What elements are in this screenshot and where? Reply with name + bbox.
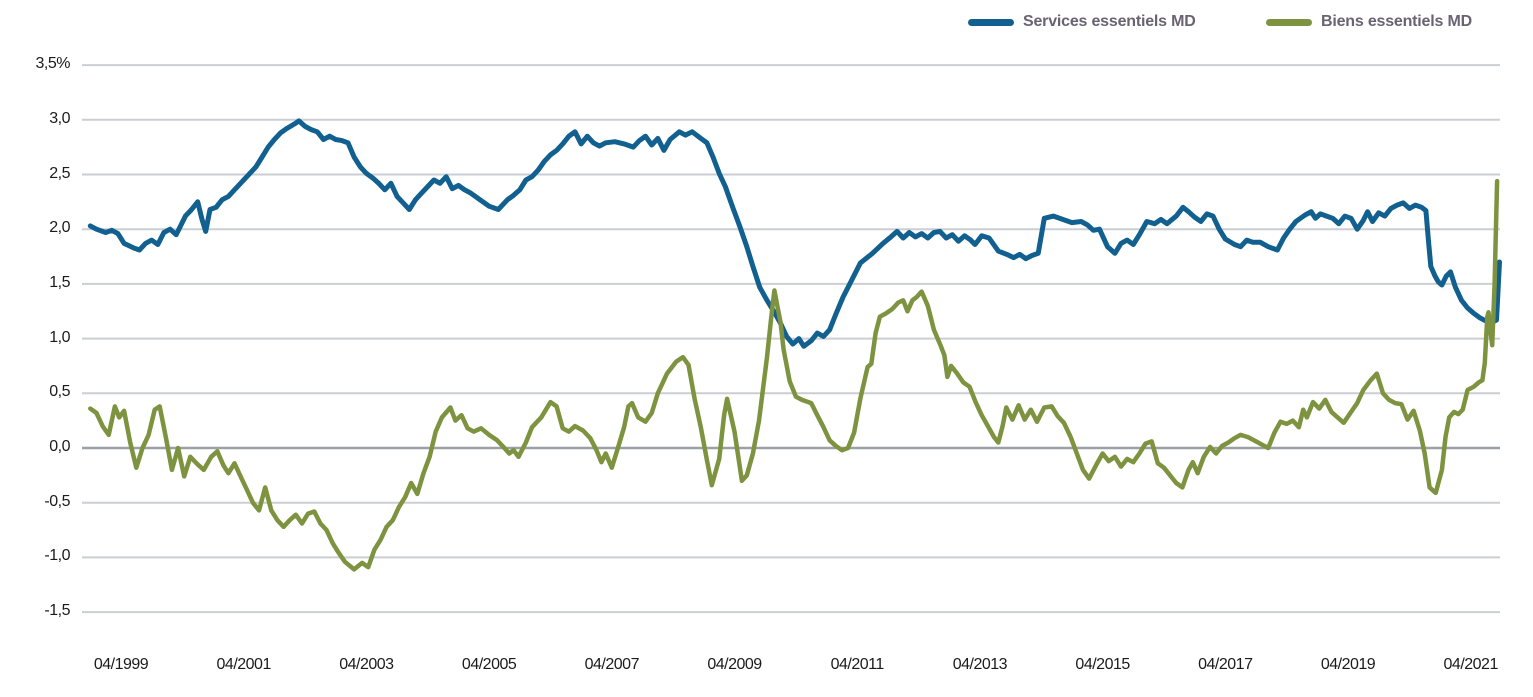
y-tick-label: 0,0	[49, 438, 70, 455]
y-tick-label: -1,5	[44, 602, 70, 620]
biens-line-swatch	[1266, 18, 1312, 26]
y-tick-label: 0,5	[49, 383, 70, 401]
x-tick-label: 04/2011	[830, 656, 885, 673]
series-line-services	[87, 118, 1502, 349]
x-tick-label: 04/2015	[1075, 656, 1130, 673]
y-tick-label: 2,0	[49, 219, 70, 237]
legend-item-biens: Biens essentiels MD	[1266, 13, 1472, 31]
y-tick-label: -0,5	[44, 492, 70, 510]
y-tick-label: -1,0	[44, 547, 70, 565]
y-tick-label: 1,0	[49, 328, 70, 346]
x-tick-label: 04/1999	[93, 656, 149, 673]
x-tick-label: 04/2009	[707, 656, 762, 673]
x-tick-label: 04/2017	[1198, 656, 1253, 673]
y-tick-label: 3,5%	[35, 55, 71, 73]
y-tick-label: 1,5	[49, 273, 70, 291]
series-line-biens	[88, 178, 1500, 572]
x-tick-label: 04/2013	[952, 656, 1008, 673]
x-tick-label: 04/2001	[216, 656, 272, 673]
legend-label-services: Services essentiels MD	[1023, 13, 1196, 30]
legend-label-biens: Biens essentiels MD	[1321, 13, 1472, 30]
legend-item-services: Services essentiels MD	[968, 13, 1196, 31]
services-line-swatch	[968, 18, 1014, 26]
x-tick-label: 04/2005	[461, 656, 517, 673]
y-tick-label: 2,5	[49, 164, 70, 182]
y-tick-label: 3,0	[49, 109, 70, 127]
x-tick-label: 04/2019	[1320, 656, 1376, 673]
x-tick-label: 04/2003	[339, 656, 394, 673]
x-tick-label: 04/2021	[1443, 656, 1499, 673]
x-tick-label: 04/2007	[584, 656, 640, 673]
